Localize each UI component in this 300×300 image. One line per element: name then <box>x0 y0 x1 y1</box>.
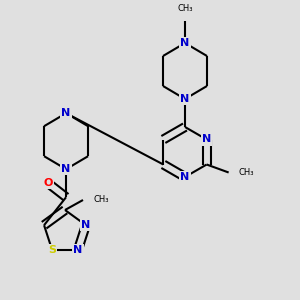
Text: N: N <box>61 164 71 174</box>
Text: N: N <box>180 94 190 104</box>
Text: CH₃: CH₃ <box>239 168 254 177</box>
Text: N: N <box>180 172 190 182</box>
Text: N: N <box>61 108 71 118</box>
Text: N: N <box>61 164 71 174</box>
Text: N: N <box>180 94 190 104</box>
Text: O: O <box>44 178 53 188</box>
Text: CH₃: CH₃ <box>93 196 109 205</box>
Text: N: N <box>202 134 211 145</box>
Text: CH₃: CH₃ <box>177 4 193 13</box>
Text: N: N <box>180 172 190 182</box>
Text: S: S <box>48 245 56 255</box>
Text: N: N <box>61 108 71 118</box>
Text: N: N <box>202 134 211 145</box>
Text: O: O <box>44 178 53 188</box>
Text: N: N <box>73 245 83 255</box>
Text: N: N <box>180 38 190 48</box>
Text: N: N <box>81 220 91 230</box>
Text: N: N <box>180 38 190 48</box>
